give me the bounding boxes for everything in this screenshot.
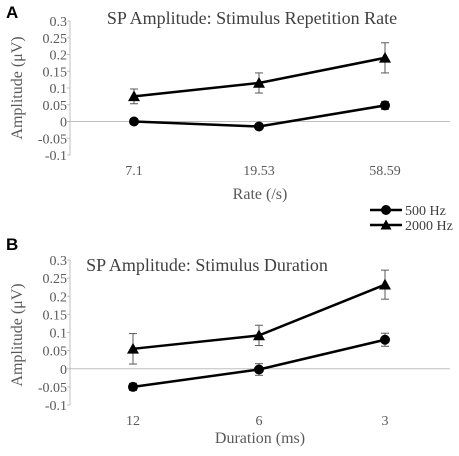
panel-a-series-500hz-point — [254, 121, 264, 132]
panel-b-title: SP Amplitude: Stimulus Duration — [86, 255, 328, 275]
legend: 500 Hz 2000 Hz — [370, 204, 453, 234]
panel-b-y-ticks: 0.3 0.25 0.2 0.15 0.1 0.05 0 -0.05 -0.1 — [38, 254, 67, 414]
panel-b-y-tick-label: 0.25 — [43, 272, 68, 287]
panel-b-y-tick-label: 0 — [60, 363, 67, 378]
panel-b-y-tick-label: -0.05 — [38, 381, 67, 396]
panel-b-x-tick-label: 3 — [382, 414, 389, 429]
panel-b-series-500hz-point — [380, 334, 390, 345]
panel-b-series-500hz-point — [254, 364, 264, 375]
panel-b-series-500hz-point — [128, 381, 138, 392]
panel-a-y-tick-label: -0.05 — [38, 132, 67, 147]
panel-a-y-tick-label: -0.1 — [45, 149, 67, 164]
panel-a-series-2000hz — [128, 42, 391, 105]
panel-b-y-tick-label: -0.1 — [45, 399, 67, 414]
panel-b-x-tick-label: 12 — [126, 414, 140, 429]
panel-a-y-ticks: 0.3 0.25 0.20.15 0.1 0.05 0-0.05 -0.1 — [38, 15, 67, 164]
legend-item-500hz: 500 Hz — [370, 204, 446, 219]
panel-a-y-tick-label: 0 — [60, 116, 67, 131]
panel-b-y-tick-label: 0.15 — [43, 308, 68, 323]
panel-b-letter: B — [6, 235, 18, 254]
panel-b-series-2000hz-point — [253, 329, 265, 341]
panel-a-y-axis-label: Amplitude (μV) — [9, 36, 26, 139]
panel-a-title: SP Amplitude: Stimulus Repetition Rate — [107, 8, 397, 28]
panel-a-x-tick-label: 19.53 — [243, 164, 275, 179]
panel-b-y-axis-label: Amplitude (μV) — [9, 283, 26, 386]
legend-item-2000hz: 2000 Hz — [370, 219, 453, 234]
panel-a-series-500hz — [129, 100, 390, 132]
legend-circle-marker — [381, 205, 391, 215]
panel-b-series-2000hz — [127, 269, 391, 365]
panel-a-series — [128, 42, 391, 132]
panel-b-y-tick-label: 0.2 — [50, 290, 68, 305]
panel-a-y-tick-label: 0.3 — [50, 15, 68, 30]
legend-label-500hz: 500 Hz — [405, 204, 446, 219]
panel-a: A SP Amplitude: Stimulus Repetition Rate… — [6, 3, 450, 203]
panel-a-y-tick-label: 0.15 — [43, 65, 68, 80]
panel-a-y-tick-label: 0.25 — [43, 32, 68, 47]
panel-b-x-axis-label: Duration (ms) — [215, 430, 305, 447]
panel-a-x-tick-label: 7.1 — [125, 164, 143, 179]
panel-a-series-500hz-point — [129, 116, 139, 127]
panel-b-series-2000hz-point — [379, 278, 391, 290]
panel-b-x-ticks: 12 6 3 — [126, 414, 389, 429]
panel-b-series-2000hz-point — [127, 342, 139, 354]
panel-a-y-tick-label: 0.2 — [50, 49, 68, 64]
panel-b: B SP Amplitude: Stimulus Duration Amplit… — [6, 235, 450, 447]
panel-a-x-ticks: 7.1 19.53 58.59 — [125, 164, 401, 179]
panel-a-x-tick-label: 58.59 — [369, 164, 401, 179]
panel-b-y-tick-label: 0.05 — [43, 345, 68, 360]
panel-a-y-tick-label: 0.1 — [50, 82, 68, 97]
panel-b-y-tick-label: 0.1 — [50, 327, 68, 342]
panel-b-y-tick-label: 0.3 — [50, 254, 68, 269]
panel-a-series-500hz-point — [380, 100, 390, 111]
panel-a-series-2000hz-point — [128, 90, 140, 102]
panel-a-letter: A — [6, 3, 18, 22]
panel-a-series-2000hz-point — [379, 51, 391, 63]
legend-triangle-marker — [380, 219, 392, 230]
panel-b-series-500hz — [128, 332, 390, 392]
legend-label-2000hz: 2000 Hz — [405, 219, 453, 234]
panel-a-x-axis-label: Rate (/s) — [233, 186, 288, 203]
panel-b-x-tick-label: 6 — [256, 414, 263, 429]
panel-a-y-tick-label: 0.05 — [43, 99, 68, 114]
panel-a-series-2000hz-point — [253, 76, 265, 88]
panel-b-series — [127, 269, 391, 392]
